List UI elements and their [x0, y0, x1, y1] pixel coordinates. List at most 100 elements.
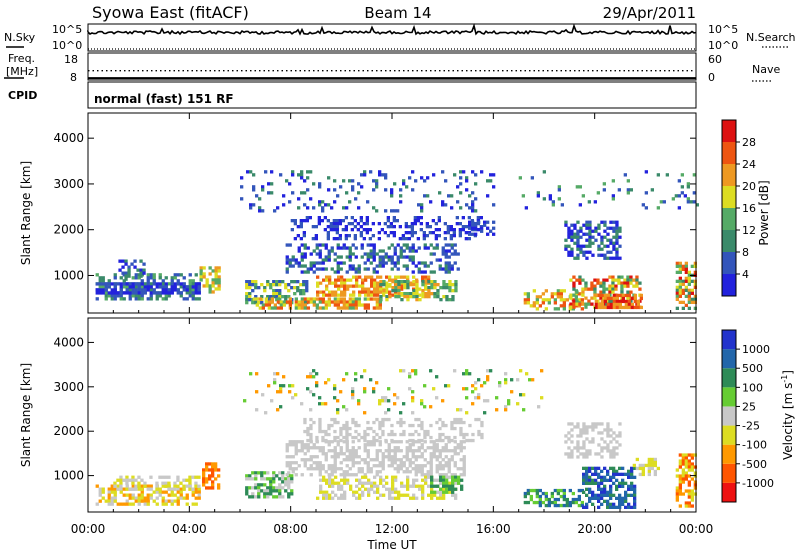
heatmap-cell	[321, 452, 325, 456]
heatmap-cell	[562, 289, 566, 293]
heatmap-cell	[553, 497, 557, 502]
heatmap-cell	[438, 432, 442, 437]
heatmap-cell	[681, 279, 685, 283]
heatmap-cell	[687, 294, 691, 298]
velocity-colorbar-label-exp: -1	[780, 375, 789, 383]
heatmap-cell	[593, 290, 597, 294]
heatmap-cell	[579, 431, 583, 435]
heatmap-cell	[369, 440, 373, 444]
heatmap-cell	[387, 255, 391, 259]
heatmap-cell	[364, 487, 368, 491]
heatmap-cell	[603, 220, 607, 224]
heatmap-cell	[95, 282, 99, 286]
heatmap-cell	[330, 449, 334, 453]
heatmap-cell	[149, 475, 153, 479]
heatmap-cell	[288, 264, 292, 268]
heatmap-cell	[405, 455, 409, 459]
heatmap-cell	[620, 275, 624, 279]
heatmap-cell	[591, 481, 595, 485]
heatmap-cell	[399, 188, 403, 192]
heatmap-cell	[587, 200, 591, 204]
heatmap-cell	[420, 438, 424, 443]
heatmap-cell	[375, 438, 379, 443]
heatmap-cell	[249, 206, 253, 210]
heatmap-cell	[294, 306, 298, 310]
heatmap-cell	[597, 422, 601, 426]
heatmap-cell	[390, 194, 394, 198]
heatmap-cell	[407, 231, 411, 235]
heatmap-cell	[429, 446, 433, 450]
heatmap-cell	[617, 281, 621, 285]
heatmap-cell	[191, 475, 195, 479]
heatmap-cell	[396, 267, 400, 271]
heatmap-cell	[315, 446, 319, 450]
heatmap-cell	[386, 219, 390, 223]
heatmap-cell	[263, 492, 267, 496]
heatmap-cell	[429, 405, 433, 409]
heatmap-cell	[412, 275, 416, 279]
heatmap-cell	[559, 304, 563, 308]
heatmap-cell	[252, 173, 256, 177]
heatmap-cell	[366, 306, 370, 310]
heatmap-cell	[317, 216, 321, 220]
heatmap-cell	[474, 387, 478, 391]
heatmap-cell	[248, 298, 252, 302]
heatmap-cell	[176, 499, 180, 503]
heatmap-cell	[164, 499, 168, 503]
heatmap-cell	[188, 294, 192, 298]
heatmap-cell	[385, 481, 389, 485]
heatmap-cell	[397, 493, 401, 497]
heatmap-cell	[606, 449, 610, 453]
heatmap-cell	[248, 286, 252, 290]
heatmap-cell	[182, 276, 186, 280]
heatmap-cell	[678, 486, 682, 490]
heatmap-cell	[397, 496, 401, 500]
heatmap-cell	[300, 258, 304, 262]
heatmap-cell	[107, 490, 111, 494]
heatmap-cell	[351, 452, 355, 456]
heatmap-cell	[523, 292, 527, 296]
heatmap-cell	[359, 225, 363, 229]
heatmap-cell	[406, 478, 410, 482]
heatmap-cell	[582, 481, 586, 485]
heatmap-cell	[322, 496, 326, 500]
heatmap-cell	[450, 243, 454, 247]
heatmap-cell	[383, 222, 387, 226]
heatmap-cell	[125, 484, 129, 488]
heatmap-cell	[579, 229, 583, 233]
heatmap-cell	[402, 461, 406, 465]
heatmap-cell	[119, 282, 123, 286]
heatmap-cell	[345, 429, 349, 434]
heatmap-cell	[348, 258, 352, 262]
heatmap-cell	[465, 387, 469, 391]
heatmap-cell	[373, 281, 377, 285]
heatmap-cell	[291, 467, 295, 471]
heatmap-cell	[580, 488, 584, 493]
heatmap-cell	[465, 203, 469, 207]
heatmap-cell	[483, 399, 487, 403]
heatmap-cell	[357, 455, 361, 459]
heatmap-cell	[585, 244, 589, 248]
heatmap-cell	[345, 426, 349, 431]
heatmap-cell	[251, 280, 255, 284]
heatmap-cell	[337, 284, 341, 288]
heatmap-cell	[290, 480, 294, 484]
heatmap-cell	[420, 467, 424, 471]
heatmap-cell	[358, 275, 362, 279]
heatmap-cell	[435, 443, 439, 447]
heatmap-cell	[376, 496, 380, 500]
heatmap-cell	[381, 432, 385, 437]
heatmap-cell	[318, 249, 322, 253]
heatmap-cell	[444, 443, 448, 447]
heatmap-cell	[414, 455, 418, 459]
heatmap-cell	[342, 243, 346, 247]
heatmap-cell	[405, 185, 409, 189]
heatmap-cell	[418, 293, 422, 297]
heatmap-cell	[464, 225, 468, 229]
heatmap-cell	[367, 478, 371, 482]
heatmap-cell	[480, 229, 484, 233]
heatmap-cell	[411, 255, 415, 259]
heatmap-cell	[143, 288, 147, 292]
heatmap-cell	[300, 176, 304, 180]
heatmap-cell	[606, 499, 610, 503]
